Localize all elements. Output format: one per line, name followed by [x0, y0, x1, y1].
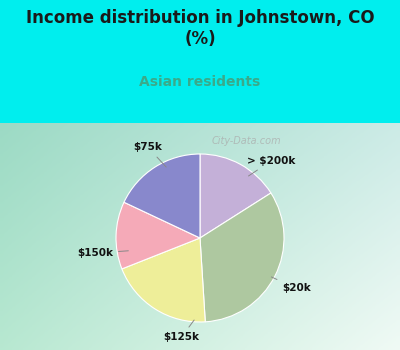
Text: $150k: $150k	[77, 248, 128, 258]
Wedge shape	[124, 154, 200, 238]
Wedge shape	[200, 193, 284, 322]
Text: City-Data.com: City-Data.com	[211, 135, 281, 146]
Text: > $200k: > $200k	[247, 156, 296, 176]
Text: Asian residents: Asian residents	[139, 75, 261, 89]
Text: $75k: $75k	[134, 142, 166, 167]
Text: $125k: $125k	[164, 320, 200, 342]
Wedge shape	[200, 154, 271, 238]
Wedge shape	[122, 238, 205, 322]
Text: $20k: $20k	[272, 277, 311, 293]
Text: Income distribution in Johnstown, CO
(%): Income distribution in Johnstown, CO (%)	[26, 9, 374, 48]
Wedge shape	[116, 202, 200, 269]
